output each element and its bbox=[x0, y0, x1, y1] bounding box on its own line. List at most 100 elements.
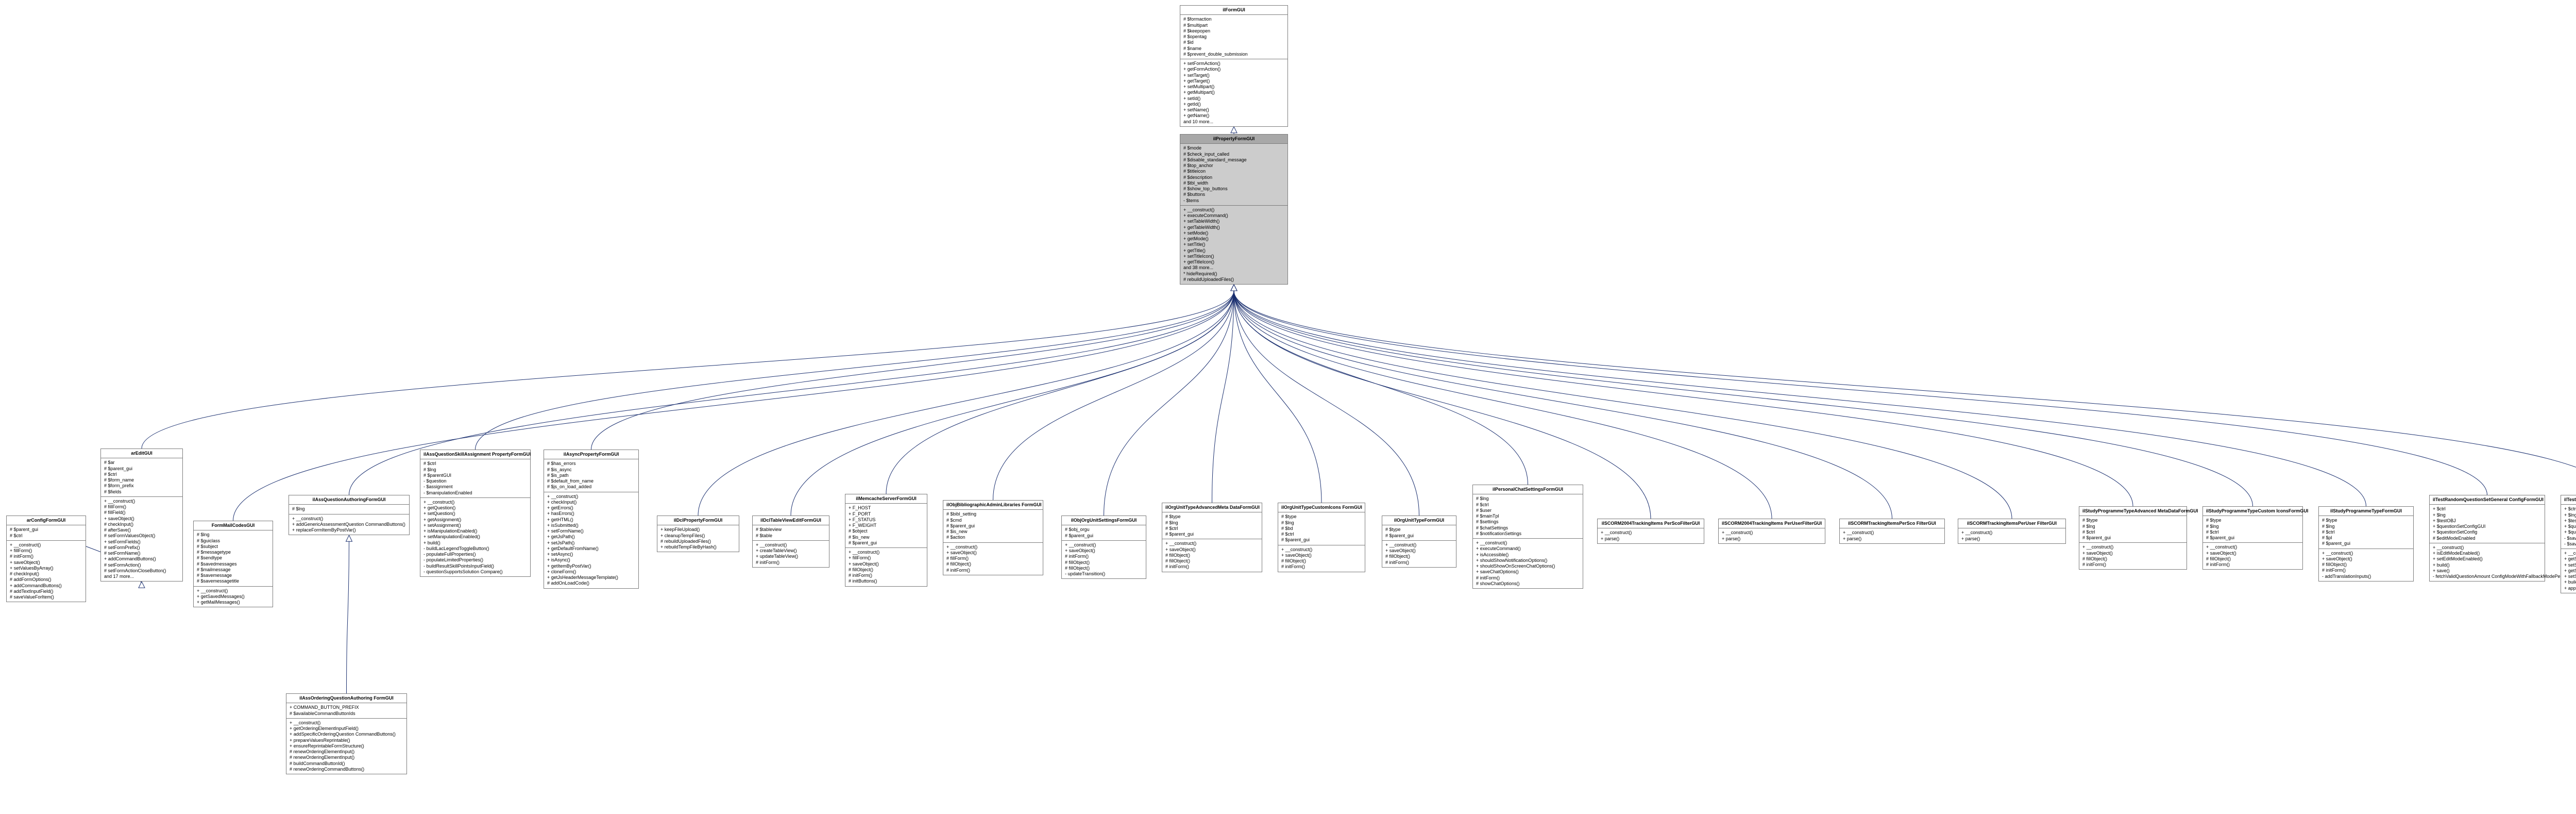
class-operations: + __construct()+ checkInput()+ getErrors… bbox=[544, 492, 638, 588]
class-attributes: # $has_errors# $is_async# $is_path# $def… bbox=[544, 459, 638, 492]
class-operation: + updateTableView() bbox=[756, 554, 826, 559]
class-attribute: # $name bbox=[1183, 46, 1284, 52]
class-attribute: # $parent_gui bbox=[946, 523, 1040, 529]
class-operation: + isSubmitted() bbox=[547, 523, 635, 528]
class-attribute: # $savedmessages bbox=[197, 561, 269, 567]
class-operation: + parse() bbox=[1843, 536, 1941, 542]
class-attributes: # $lng bbox=[289, 505, 409, 514]
class-operation: + isAsync() bbox=[547, 557, 635, 563]
class-operation: + setTitle() bbox=[1183, 242, 1284, 247]
inheritance-arrowhead-icon bbox=[1231, 285, 1237, 291]
inheritance-edge bbox=[347, 541, 349, 693]
inheritance-edge bbox=[1234, 291, 2253, 506]
class-operation: # fillField() bbox=[104, 510, 179, 516]
class-title: ilOrgUnitTypeAdvancedMeta DataFormGUI bbox=[1162, 503, 1262, 512]
class-attributes: # $lng# $guiclass# $subject# $messagetyp… bbox=[194, 530, 273, 586]
inheritance-edge bbox=[1234, 291, 2012, 519]
inheritance-edge bbox=[1234, 291, 1419, 516]
class-operation: # initForm() bbox=[1165, 564, 1259, 570]
inheritance-edge bbox=[1234, 291, 1321, 503]
class-operation: + setId() bbox=[1183, 96, 1284, 102]
inheritance-arrowhead-icon bbox=[1231, 285, 1237, 291]
class-title: ilAssQuestionSkillAssignment PropertyFor… bbox=[420, 450, 530, 459]
class-attribute: # $savemessage bbox=[197, 573, 269, 578]
class-operation: - populateLimitedProperties() bbox=[423, 557, 527, 563]
class-operation: + __construct() bbox=[1065, 542, 1143, 548]
class-operations: + __construct()+ fillForm()+ saveObject(… bbox=[845, 548, 927, 586]
class-attribute: + $questionSetConfig bbox=[2433, 529, 2541, 535]
class-attribute: # $parent_gui bbox=[104, 466, 179, 472]
class-attribute: # $form_prefix bbox=[104, 483, 179, 489]
class-attribute: # $js_on_load_added bbox=[547, 484, 635, 490]
class-operation: + fillForm() bbox=[10, 548, 82, 554]
class-operation: + cleanupTempFiles() bbox=[660, 533, 736, 539]
class-operation: + getAssignment() bbox=[423, 517, 527, 523]
class-operation: + setMultipart() bbox=[1183, 84, 1284, 90]
class-operation: + __construct() bbox=[1722, 530, 1822, 536]
class-box: ilDclPropertyFormGUI+ keepFileUpload()+ … bbox=[657, 516, 739, 552]
class-operation: - addTranslationInputs() bbox=[2322, 574, 2410, 579]
class-operation: + prepareValuesReprintable() bbox=[290, 738, 403, 743]
class-attribute: # $parent_gui bbox=[2206, 535, 2299, 541]
class-box: ilOrgUnitTypeCustomIcons FormGUI# $type#… bbox=[1278, 503, 1365, 572]
class-operation: + getTableWidth() bbox=[1183, 225, 1284, 230]
class-operation: + getSaveAndNewCommand() bbox=[2564, 568, 2576, 574]
class-title: ilTestRandomQuestionSetPool DefinitionFo… bbox=[2561, 495, 2576, 505]
class-operation: + setAssignment() bbox=[423, 523, 527, 528]
class-operation: # fillObject() bbox=[2082, 556, 2183, 562]
class-title: FormMailCodesGUI bbox=[194, 521, 273, 530]
class-title: ilOrgUnitTypeCustomIcons FormGUI bbox=[1278, 503, 1365, 512]
inheritance-edge bbox=[1212, 291, 1234, 503]
class-operation: + getDefaultFromName() bbox=[547, 546, 635, 552]
class-operation: + save() bbox=[2433, 568, 2541, 574]
class-operation: + __construct() bbox=[104, 499, 179, 504]
class-box: ilDclTableViewEditFormGUI# $tableview# $… bbox=[752, 516, 829, 568]
class-attribute: # $availableCommandButtonIds bbox=[290, 711, 403, 717]
class-attribute: # $table bbox=[756, 533, 826, 539]
class-attribute: # $lng bbox=[423, 467, 527, 473]
class-title: ilAssOrderingQuestionAuthoring FormGUI bbox=[286, 694, 406, 703]
class-attributes: # $ctrl# $lng# $parentGUI- $question- $a… bbox=[420, 459, 530, 498]
class-operations: + __construct()+ saveObject()# fillObjec… bbox=[2079, 543, 2187, 569]
class-operation: + checkInput() bbox=[547, 500, 635, 505]
class-attribute: # $disable_standard_message bbox=[1183, 157, 1284, 163]
class-operation: + executeCommand() bbox=[1476, 546, 1580, 552]
class-operations: + keepFileUpload()+ cleanupTempFiles()# … bbox=[657, 525, 739, 552]
class-attribute: # $ctrl bbox=[10, 533, 82, 539]
class-operation: # renewOrderingElementInput() bbox=[290, 755, 403, 760]
class-operation: # showChatOptions() bbox=[1476, 581, 1580, 587]
class-attributes: + $ctrl+ $lng+ $testOBJ+ $questionSetCon… bbox=[2430, 505, 2545, 543]
class-operation: # fillObject() bbox=[2206, 556, 2299, 562]
inheritance-arrowhead-icon bbox=[139, 582, 145, 588]
class-operation: + __construct() bbox=[1601, 530, 1701, 536]
class-attribute: # $lng bbox=[197, 532, 269, 538]
class-operation: + saveObject() bbox=[1065, 548, 1143, 554]
class-operation: + getMailMessages() bbox=[197, 600, 269, 605]
class-attribute: # $obj_orgu bbox=[1065, 527, 1143, 533]
class-attribute: # $description bbox=[1183, 175, 1284, 180]
class-attributes: # $lng# $ctrl# $user# $mainTpl# $setting… bbox=[1473, 494, 1583, 539]
class-operations: + __construct()+ isEditModeEnabled()+ se… bbox=[2430, 543, 2545, 582]
class-attribute: # $is_new bbox=[849, 535, 924, 540]
class-operation: # initForm() bbox=[10, 554, 82, 559]
class-box: ilAssQuestionSkillAssignment PropertyFor… bbox=[420, 450, 531, 577]
class-attribute: - $assignment bbox=[423, 484, 527, 490]
class-attribute: # $action bbox=[946, 535, 1040, 540]
inheritance-arrowhead-icon bbox=[1231, 285, 1237, 291]
class-title: ilTestRandomQuestionSetGeneral ConfigFor… bbox=[2430, 495, 2545, 505]
class-title: ilDclTableViewEditFormGUI bbox=[753, 516, 829, 525]
class-operation: # rebuildUploadedFiles() bbox=[660, 539, 736, 544]
class-attribute: + $questionSetConfigGUI bbox=[2433, 524, 2541, 529]
class-operation: # fillObject() bbox=[1165, 553, 1259, 558]
class-operations: + __construct()+ executeCommand()+ setTa… bbox=[1180, 206, 1287, 284]
class-operation: + fillForm() bbox=[849, 555, 924, 561]
class-operation: + setAsync() bbox=[547, 552, 635, 557]
class-box: ilAssOrderingQuestionAuthoring FormGUI + … bbox=[286, 693, 407, 774]
class-attribute: # $ctrl bbox=[2082, 529, 2183, 535]
class-attributes: # $type# $lng# $ctrl# $parent_gui bbox=[1162, 512, 1262, 539]
class-attribute: # $lng bbox=[292, 506, 406, 512]
class-operation: # setFormActionCloseButton() bbox=[104, 568, 179, 574]
inheritance-arrowhead-icon bbox=[1231, 285, 1237, 291]
class-box: ilPersonalChatSettingsFormGUI# $lng# $ct… bbox=[1472, 485, 1583, 589]
class-operation: # checkInput() bbox=[104, 522, 179, 527]
